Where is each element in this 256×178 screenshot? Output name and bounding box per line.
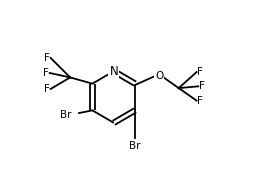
Text: F: F xyxy=(44,53,50,63)
Text: N: N xyxy=(109,65,118,78)
Text: F: F xyxy=(197,67,203,77)
Text: F: F xyxy=(197,96,203,106)
Text: Br: Br xyxy=(129,141,141,151)
Text: F: F xyxy=(199,81,205,91)
Text: O: O xyxy=(155,71,163,81)
Text: Br: Br xyxy=(60,110,72,120)
Text: F: F xyxy=(43,68,49,78)
Text: F: F xyxy=(44,84,50,94)
